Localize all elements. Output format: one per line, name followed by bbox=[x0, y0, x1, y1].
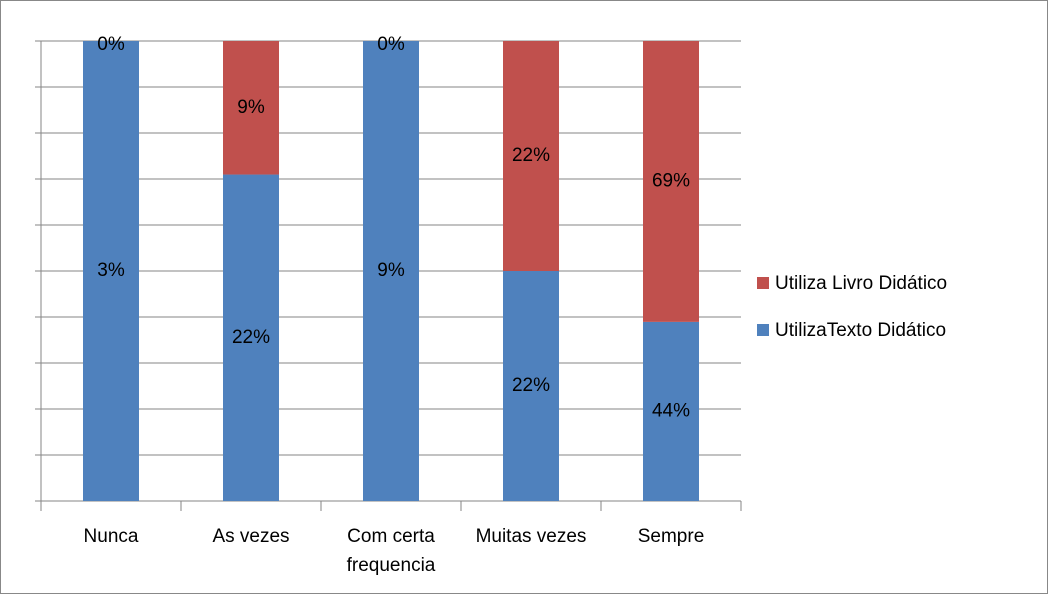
data-label: 22% bbox=[232, 327, 270, 348]
data-label: 69% bbox=[652, 170, 690, 191]
data-label: 3% bbox=[97, 260, 125, 281]
x-tick-label: Com certa frequencia bbox=[346, 526, 436, 576]
bar-segment bbox=[363, 41, 419, 501]
data-label: 22% bbox=[512, 375, 550, 396]
bar-segment bbox=[643, 41, 699, 322]
x-tick-label: Nunca bbox=[83, 526, 139, 547]
bar-segment bbox=[503, 271, 559, 501]
bar-segment bbox=[643, 321, 699, 501]
bar-segment bbox=[223, 174, 279, 501]
data-label: 9% bbox=[237, 97, 265, 118]
data-label: 0% bbox=[97, 34, 125, 55]
data-label: 22% bbox=[512, 145, 550, 166]
legend-swatch bbox=[757, 277, 769, 289]
legend-label: UtilizaTexto Didático bbox=[775, 320, 946, 341]
legend-label: Utiliza Livro Didático bbox=[775, 273, 947, 294]
bar-segment bbox=[83, 41, 139, 501]
data-label: 44% bbox=[652, 400, 690, 421]
data-label: 9% bbox=[377, 260, 405, 281]
data-label: 0% bbox=[377, 34, 405, 55]
bar-segment bbox=[503, 41, 559, 271]
x-tick-label: Muitas vezes bbox=[475, 526, 587, 547]
legend-swatch bbox=[757, 324, 769, 336]
x-tick-label: Sempre bbox=[637, 526, 705, 547]
x-tick-label: As vezes bbox=[212, 526, 290, 547]
bar-segment bbox=[223, 41, 279, 175]
